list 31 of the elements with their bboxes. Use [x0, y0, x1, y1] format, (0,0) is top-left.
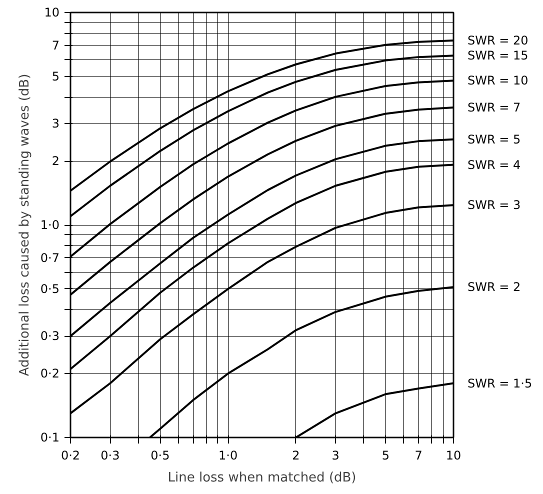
series-label: SWR = 1·5 — [468, 376, 532, 390]
x-tick-label: 7 — [414, 448, 422, 462]
y-tick-label: 0·3 — [40, 329, 60, 344]
x-tick-label: 0·5 — [150, 448, 170, 462]
x-tick-label: 2 — [292, 448, 300, 462]
y-tick-label: 0·1 — [40, 430, 60, 444]
series-label: SWR = 20 — [468, 34, 528, 48]
x-tick-label: 0·2 — [60, 448, 80, 462]
x-tick-label: 5 — [382, 448, 390, 462]
y-tick-label: 0·2 — [40, 366, 60, 381]
y-tick-label: 0·7 — [40, 250, 60, 265]
series-label: SWR = 10 — [468, 74, 528, 88]
y-tick-label: 2 — [52, 154, 60, 168]
x-tick-label: 1·0 — [218, 448, 238, 462]
y-tick-label: 0·5 — [40, 282, 60, 296]
y-tick-label: 5 — [52, 69, 60, 84]
x-axis-title: Line loss when matched (dB) — [168, 470, 356, 486]
x-tick-label: 0·3 — [100, 448, 120, 462]
series-label: SWR = 7 — [468, 100, 521, 115]
series-label: SWR = 4 — [468, 158, 521, 172]
series-label: SWR = 2 — [468, 280, 521, 294]
x-tick-label: 10 — [446, 448, 462, 462]
y-tick-label: 10 — [44, 6, 60, 20]
series-label: SWR = 5 — [468, 132, 521, 146]
x-tick-label: 3 — [332, 448, 340, 462]
y-axis-title: Additional loss caused by standing waves (dB) — [17, 74, 32, 376]
y-tick-label: 1·0 — [40, 218, 60, 232]
series-label: SWR = 15 — [468, 48, 528, 63]
y-tick-label: 3 — [52, 116, 60, 131]
series-label: SWR = 3 — [468, 198, 521, 212]
y-tick-label: 7 — [52, 38, 60, 52]
